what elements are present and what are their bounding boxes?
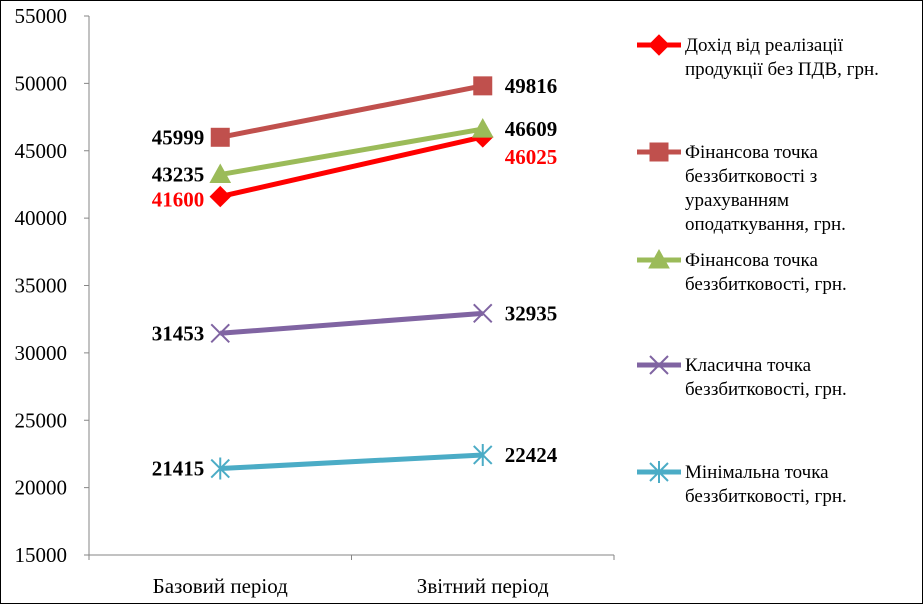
y-tick-label: 35000 — [15, 274, 68, 298]
y-tick-label: 25000 — [15, 408, 68, 432]
square-marker — [649, 142, 669, 162]
y-tick-label: 40000 — [15, 206, 68, 230]
legend-label: Мінімальна точка беззбитковості, грн. — [685, 462, 847, 507]
legend-item: Фінансова точка беззбитковості, грн. — [637, 248, 847, 295]
x-marker — [210, 323, 230, 344]
series-line — [220, 452, 483, 472]
y-tick-label: 50000 — [15, 71, 68, 95]
series-line — [219, 83, 484, 140]
y-tick-label: 30000 — [15, 341, 68, 365]
data-label: 21415 — [152, 457, 205, 481]
legend-label: Класична точка беззбитковості, грн. — [685, 355, 847, 400]
triangle-marker — [471, 118, 494, 138]
star-marker — [210, 457, 230, 480]
data-label: 49816 — [505, 74, 558, 98]
legend-label: Фінансова точка беззбитковості з урахуванн… — [685, 142, 846, 235]
series-5 — [210, 443, 493, 480]
data-label: 46609 — [505, 117, 558, 141]
square-marker — [473, 76, 493, 96]
data-label: 41600 — [152, 188, 205, 212]
y-tick-label: 20000 — [15, 476, 68, 500]
y-tick-label: 15000 — [15, 543, 68, 567]
legend-item: Дохід від реалізації продукції без ПДВ, г… — [637, 34, 879, 80]
data-label: 46025 — [505, 145, 558, 169]
series-1 — [209, 126, 494, 208]
data-label: 22424 — [505, 443, 558, 467]
x-tick-label: Звітний період — [417, 574, 549, 598]
data-label: 32935 — [505, 301, 558, 325]
square-marker — [210, 127, 230, 147]
series-line — [220, 310, 483, 336]
triangle-marker — [209, 163, 232, 184]
series-layer — [209, 76, 494, 480]
triangle-marker — [648, 248, 670, 269]
diamond-marker — [209, 185, 231, 208]
chart-axes: 15000 20000 25000 30000 35000 40000 45000 50000… — [15, 4, 615, 598]
series-line — [219, 126, 484, 177]
legend-item: Мінімальна точка беззбитковості, грн. — [637, 461, 847, 507]
data-label: 45999 — [152, 125, 205, 149]
legend: Дохід від реалізації продукції без ПДВ, г… — [637, 34, 879, 507]
x-marker — [473, 303, 493, 324]
legend-label: Дохід від реалізації продукції без ПДВ, г… — [685, 35, 879, 80]
series-3 — [209, 118, 494, 184]
data-label: 43235 — [152, 163, 205, 187]
y-tick-label: 55000 — [15, 4, 68, 28]
x-marker — [649, 355, 669, 375]
legend-item: Класична точка беззбитковості, грн. — [637, 355, 847, 400]
data-labels: 41600 46025 45999 49816 43235 46609 31453 32935… — [152, 74, 558, 481]
series-4 — [210, 303, 493, 344]
star-marker — [649, 461, 669, 483]
x-tick-label: Базовий період — [153, 574, 288, 598]
data-label: 31453 — [152, 321, 205, 345]
series-line — [219, 134, 484, 200]
legend-label: Фінансова точка беззбитковості, грн. — [685, 250, 847, 295]
diamond-marker — [648, 34, 670, 56]
series-2 — [210, 76, 493, 147]
legend-item: Фінансова точка беззбитковості з урахуванн… — [637, 142, 846, 235]
star-marker — [473, 443, 493, 466]
y-tick-label: 45000 — [15, 139, 68, 163]
